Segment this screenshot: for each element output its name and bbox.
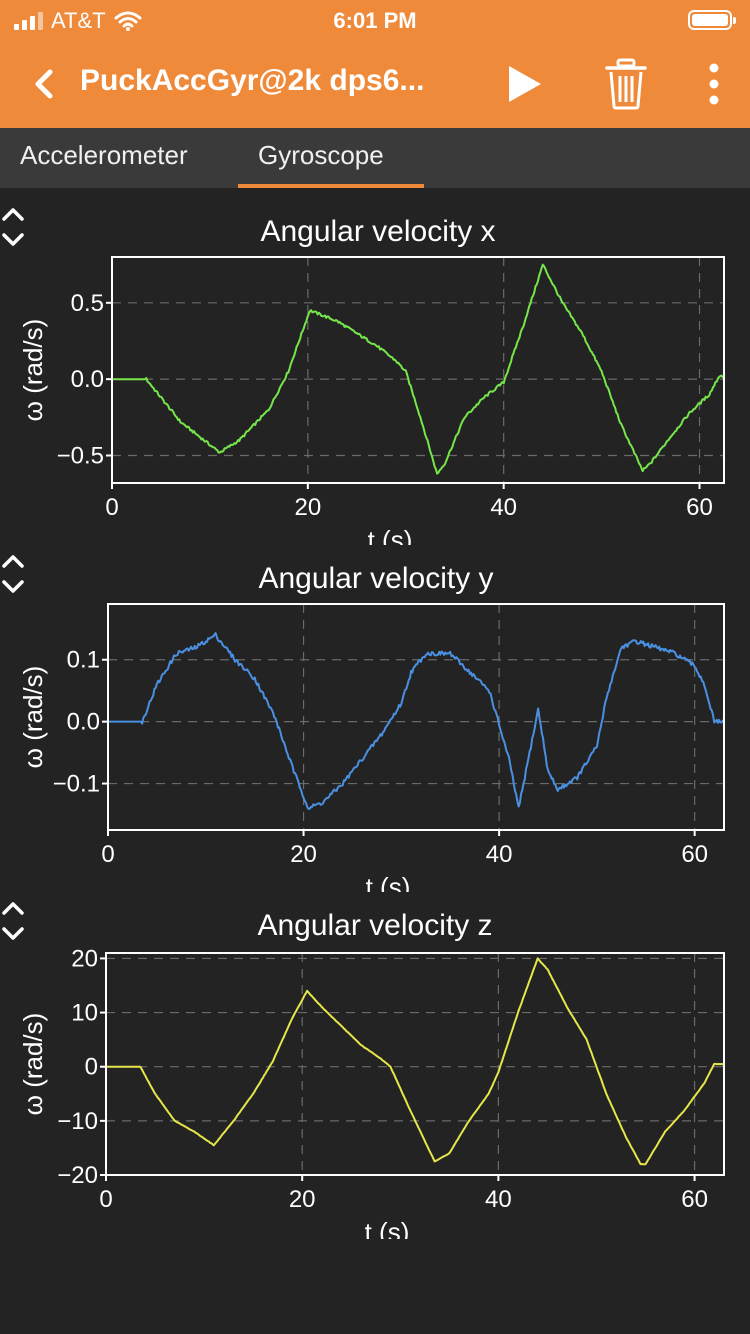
- series-line: [106, 957, 725, 1166]
- y-tick-label: 10: [71, 1000, 98, 1027]
- expand-collapse-icon[interactable]: [0, 205, 26, 249]
- status-left: AT&T: [14, 8, 142, 34]
- chart-angular-velocity-x[interactable]: Angular velocity x 0 20 40 60 0.5 0.0 −0.5 t (s)…: [0, 205, 750, 545]
- y-tick-label: −20: [57, 1162, 98, 1189]
- series-line: [112, 263, 725, 475]
- y-axis-label: ω (rad/s): [18, 319, 48, 422]
- chart-panel-x: Angular velocity x 0 20 40 60 0.5 0.0 −0.5 t (s)…: [0, 205, 750, 545]
- more-vertical-icon[interactable]: [700, 60, 728, 110]
- x-tick-label: 60: [686, 494, 713, 521]
- chart-panel-y: Angular velocity y 0 20 40 60 0.1 0.0 −0.1 t (s)…: [0, 552, 750, 892]
- y-tick-label: −0.5: [57, 443, 104, 470]
- expand-collapse-icon[interactable]: [0, 899, 26, 943]
- x-tick-label: 0: [101, 841, 114, 868]
- x-axis-label: t (s): [366, 872, 411, 892]
- y-tick-label: −0.1: [53, 771, 100, 798]
- chart-title: Angular velocity z: [257, 909, 492, 942]
- x-tick-label: 40: [490, 494, 517, 521]
- chart-angular-velocity-y[interactable]: Angular velocity y 0 20 40 60 0.1 0.0 −0.1 t (s)…: [0, 552, 750, 892]
- plot-frame: [111, 256, 725, 484]
- experiment-title: PuckAccGyr@2k dps6...: [80, 64, 425, 97]
- tab-accelerometer[interactable]: Accelerometer: [20, 140, 188, 170]
- plot-frame: [107, 603, 725, 831]
- x-tick-label: 40: [485, 1186, 512, 1213]
- carrier-label: AT&T: [51, 8, 106, 33]
- chart-title: Angular velocity x: [260, 215, 495, 248]
- x-tick-label: 60: [681, 1186, 708, 1213]
- y-tick-label: 0.5: [71, 290, 104, 317]
- x-tick-label: 20: [294, 494, 321, 521]
- chart-title: Angular velocity y: [258, 562, 493, 595]
- y-tick-label: 0.1: [67, 647, 100, 674]
- tab-selected-indicator: [238, 184, 424, 188]
- y-axis-label: ω (rad/s): [18, 1013, 48, 1116]
- x-tick-label: 40: [486, 841, 513, 868]
- x-axis-label: t (s): [365, 1217, 410, 1239]
- battery-icon: [688, 10, 736, 30]
- y-axis-label: ω (rad/s): [18, 666, 48, 769]
- y-tick-label: 0.0: [67, 709, 100, 736]
- x-tick-label: 0: [99, 1186, 112, 1213]
- x-axis-label: t (s): [368, 525, 413, 545]
- x-tick-label: 0: [105, 494, 118, 521]
- app-bar: PuckAccGyr@2k dps6...: [0, 40, 750, 128]
- chart-panel-z: Angular velocity z 0 20 40 60 20 10 0 −10 −20 t (s…: [0, 899, 750, 1239]
- chart-angular-velocity-z[interactable]: Angular velocity z 0 20 40 60 20 10 0 −10 −20 t (s…: [0, 899, 750, 1239]
- signal-icon: [14, 12, 43, 30]
- y-tick-label: −10: [57, 1108, 98, 1135]
- x-tick-label: 60: [681, 841, 708, 868]
- y-tick-label: 0: [85, 1054, 98, 1081]
- sensor-tabs: Accelerometer Gyroscope: [0, 128, 750, 188]
- trash-icon[interactable]: [603, 58, 649, 110]
- expand-collapse-icon[interactable]: [0, 552, 26, 596]
- y-tick-label: 20: [71, 945, 98, 972]
- wifi-icon: [114, 11, 142, 31]
- plot-frame: [105, 952, 725, 1176]
- tab-gyroscope[interactable]: Gyroscope: [258, 140, 384, 170]
- play-icon[interactable]: [505, 64, 545, 104]
- clock: 6:01 PM: [333, 8, 417, 33]
- series-line: [108, 632, 725, 810]
- status-bar: AT&T 6:01 PM: [0, 0, 750, 40]
- y-tick-label: 0.0: [71, 366, 104, 393]
- back-chevron-icon[interactable]: [28, 62, 68, 106]
- x-tick-label: 20: [289, 1186, 316, 1213]
- x-tick-label: 20: [290, 841, 317, 868]
